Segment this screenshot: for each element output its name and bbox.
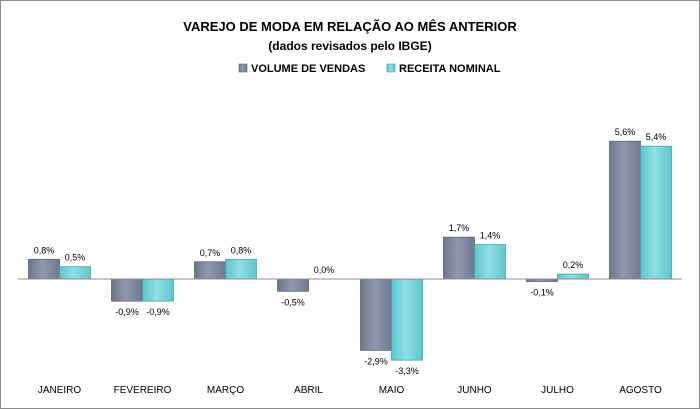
data-label-volume-de-vendas-maio: -2,9% bbox=[364, 356, 388, 366]
chart-subtitle: (dados revisados pelo IBGE) bbox=[268, 39, 431, 53]
bar-volume-de-vendas-marco bbox=[194, 261, 226, 280]
data-label-receita-nominal-abril: 0,0% bbox=[314, 265, 335, 275]
data-label-receita-nominal-agosto: 5,4% bbox=[646, 132, 667, 142]
bar-receita-nominal-janeiro bbox=[59, 266, 91, 280]
bar-volume-de-vendas-agosto bbox=[609, 140, 641, 280]
legend-swatch-volume-de-vendas bbox=[238, 63, 248, 73]
bar-volume-de-vendas-maio bbox=[360, 278, 392, 351]
data-label-volume-de-vendas-agosto: 5,6% bbox=[615, 127, 636, 137]
bar-volume-de-vendas-janeiro bbox=[28, 258, 60, 280]
data-label-receita-nominal-marco: 0,8% bbox=[231, 245, 252, 255]
bar-volume-de-vendas-abril bbox=[277, 278, 309, 292]
data-label-volume-de-vendas-abril: -0,5% bbox=[281, 297, 305, 307]
data-label-volume-de-vendas-janeiro: 0,8% bbox=[34, 245, 55, 255]
chart-title: VAREJO DE MODA EM RELAÇÃO AO MÊS ANTERIO… bbox=[183, 19, 517, 34]
bar-receita-nominal-maio bbox=[391, 278, 423, 361]
category-labels: JANEIRO FEVEREIRO MARÇO ABRIL MAIO JUNHO JULHO… bbox=[38, 385, 662, 396]
category-label-agosto: AGOSTO bbox=[619, 385, 662, 396]
category-label-junho: JUNHO bbox=[457, 385, 492, 396]
data-label-volume-de-vendas-fevereiro: -0,9% bbox=[115, 307, 139, 317]
category-label-abril: ABRIL bbox=[294, 385, 323, 396]
legend-swatch-receita-nominal bbox=[386, 63, 396, 73]
bar-volume-de-vendas-fevereiro bbox=[111, 278, 143, 302]
bar-volume-de-vendas-junho bbox=[443, 236, 475, 280]
data-label-receita-nominal-janeiro: 0,5% bbox=[65, 253, 86, 263]
bar-receita-nominal-marco bbox=[225, 258, 257, 280]
category-label-julho: JULHO bbox=[541, 385, 574, 396]
data-label-volume-de-vendas-junho: 1,7% bbox=[449, 223, 470, 233]
bar-receita-nominal-junho bbox=[474, 244, 506, 280]
bar-receita-nominal-julho bbox=[557, 273, 589, 280]
legend: VOLUME DE VENDAS RECEITA NOMINAL bbox=[238, 63, 501, 75]
category-label-janeiro: JANEIRO bbox=[38, 385, 82, 396]
bar-receita-nominal-agosto bbox=[640, 145, 672, 280]
category-label-fevereiro: FEVEREIRO bbox=[114, 385, 172, 396]
data-label-volume-de-vendas-marco: 0,7% bbox=[200, 248, 221, 258]
category-label-marco: MARÇO bbox=[207, 385, 244, 396]
bar-receita-nominal-fevereiro bbox=[142, 278, 174, 302]
legend-label-volume-de-vendas: VOLUME DE VENDAS bbox=[251, 63, 365, 75]
data-label-volume-de-vendas-julho: -0,1% bbox=[530, 287, 554, 297]
data-label-receita-nominal-junho: 1,4% bbox=[480, 231, 501, 241]
value-labels: 0,8% 0,5% -0,9% -0,9% 0,7% 0,8% -0,5% 0,0% -2,9%… bbox=[34, 127, 667, 376]
data-label-receita-nominal-julho: 0,2% bbox=[563, 260, 584, 270]
data-label-receita-nominal-fevereiro: -0,9% bbox=[146, 307, 170, 317]
legend-label-receita-nominal: RECEITA NOMINAL bbox=[399, 63, 501, 75]
data-label-receita-nominal-maio: -3,3% bbox=[395, 366, 419, 376]
bar-group bbox=[28, 140, 672, 361]
category-label-maio: MAIO bbox=[379, 385, 405, 396]
